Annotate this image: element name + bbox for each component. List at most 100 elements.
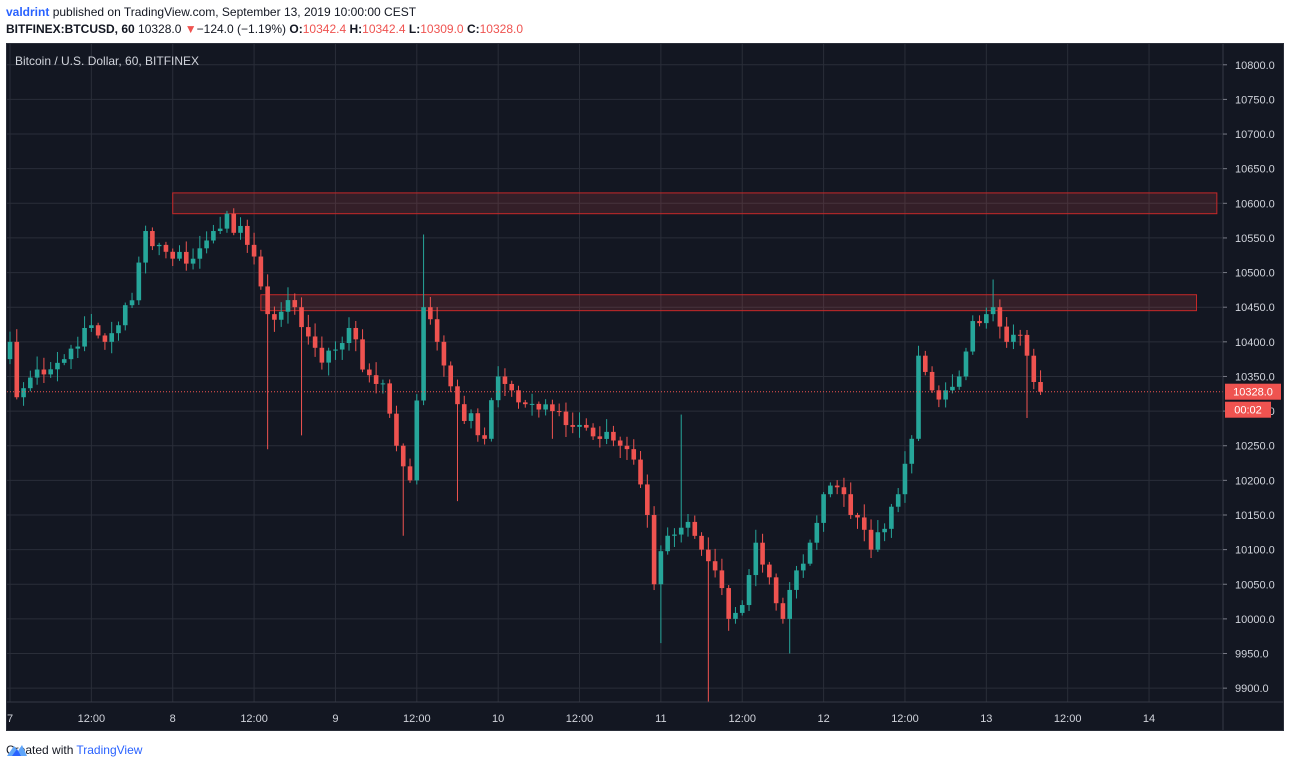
candle-body bbox=[129, 300, 135, 306]
candle-body bbox=[55, 362, 60, 370]
candle-body bbox=[170, 251, 176, 259]
price-tick-label: 10100.0 bbox=[1235, 545, 1275, 557]
candle-body bbox=[177, 251, 182, 259]
high-value: 10342.4 bbox=[362, 22, 406, 36]
open-value: 10342.4 bbox=[302, 22, 347, 36]
candle-body bbox=[889, 506, 894, 529]
candle-body bbox=[590, 427, 596, 437]
candle-body bbox=[828, 485, 833, 495]
candle-body bbox=[522, 402, 528, 405]
candle-body bbox=[448, 365, 453, 387]
candle-body bbox=[611, 431, 616, 441]
candle-body bbox=[794, 570, 799, 590]
time-tick-label: 12:00 bbox=[1054, 713, 1082, 725]
chart-area[interactable]: 9900.0 9950.0 10000.0 10050.0 10100.0 10150.0… bbox=[6, 43, 1284, 731]
countdown-tag bbox=[1225, 401, 1271, 418]
candle-body bbox=[902, 463, 908, 495]
open-label: O: bbox=[289, 22, 303, 36]
candle-body bbox=[353, 327, 359, 340]
candle-body bbox=[556, 411, 562, 413]
candle-body bbox=[882, 528, 887, 533]
candle-body bbox=[339, 343, 345, 350]
time-tick-label: 12:00 bbox=[566, 713, 594, 725]
high-label: H: bbox=[349, 22, 363, 36]
publish-info: valdrint published on TradingView.com, S… bbox=[6, 5, 416, 19]
candle-body bbox=[278, 311, 284, 320]
time-tick-label: 13 bbox=[980, 713, 992, 725]
tradingview-brand-link[interactable]: TradingView bbox=[76, 743, 143, 757]
candle-body bbox=[516, 390, 521, 403]
candle-body bbox=[428, 307, 433, 320]
candle-body bbox=[143, 231, 148, 263]
candle-body bbox=[617, 440, 623, 446]
candle-body bbox=[584, 424, 589, 428]
candle-body bbox=[990, 307, 996, 315]
candle-body bbox=[68, 348, 74, 360]
candle-body bbox=[116, 325, 121, 334]
time-tick-label: 12:00 bbox=[403, 713, 431, 725]
last-price: 10328.0 bbox=[138, 22, 182, 36]
candle-body bbox=[753, 542, 759, 576]
candle-body bbox=[75, 346, 81, 349]
candle-body bbox=[767, 564, 772, 578]
close-label: C: bbox=[466, 22, 480, 36]
candle-body bbox=[299, 307, 304, 328]
price-tick-label: 10200.0 bbox=[1235, 475, 1275, 487]
candle-body bbox=[821, 494, 826, 523]
candle-body bbox=[550, 404, 555, 412]
time-tick-label: 8 bbox=[170, 713, 176, 725]
time-tick-label: 11 bbox=[655, 713, 666, 725]
time-tick-label: 12:00 bbox=[891, 713, 919, 725]
time-tick-label: 12:00 bbox=[78, 713, 106, 725]
candle-body bbox=[509, 383, 515, 391]
price-tick-label: 10700.0 bbox=[1235, 129, 1275, 141]
candle-body bbox=[367, 369, 372, 376]
chart-title: Bitcoin / U.S. Dollar, 60, BITFINEX bbox=[15, 54, 199, 68]
candle-body bbox=[387, 383, 392, 414]
candle-body bbox=[306, 327, 311, 337]
candle-body bbox=[841, 487, 847, 495]
time-tick-label: 12:00 bbox=[728, 713, 756, 725]
candle-body bbox=[739, 605, 745, 613]
candle-body bbox=[102, 335, 108, 342]
low-label: L: bbox=[408, 22, 421, 36]
time-tick-label: 9 bbox=[332, 713, 338, 725]
candle-body bbox=[936, 390, 942, 400]
candle-body bbox=[414, 400, 420, 481]
candle-body bbox=[407, 466, 413, 481]
candle-body bbox=[190, 258, 196, 264]
down-arrow-icon: ▼ bbox=[184, 22, 197, 36]
candle-body bbox=[665, 535, 670, 552]
published-text: published on TradingView.com, September … bbox=[52, 5, 417, 19]
candle-body bbox=[211, 231, 216, 241]
candle-body bbox=[89, 325, 94, 328]
candle-body bbox=[285, 300, 291, 312]
symbol-info-bar: BITFINEX:BTCUSD, 60 10328.0 ▼−124.0 (−1.… bbox=[6, 22, 523, 36]
candle-body bbox=[984, 314, 989, 324]
candle-body bbox=[495, 376, 501, 401]
candle-body bbox=[122, 305, 128, 326]
candle-body bbox=[577, 424, 582, 427]
author-link[interactable]: valdrint bbox=[6, 5, 50, 19]
candle-body bbox=[570, 425, 576, 427]
candle-body bbox=[312, 336, 318, 348]
candle-body bbox=[258, 256, 264, 287]
candle-body bbox=[421, 307, 426, 401]
resistance-zone bbox=[172, 192, 1218, 215]
candle-body bbox=[360, 339, 365, 370]
grid-lines bbox=[7, 44, 1223, 702]
tradingview-logo-icon bbox=[7, 745, 27, 756]
symbol-label: BITFINEX:BTCUSD, 60 bbox=[6, 22, 135, 36]
price-chart[interactable]: 9900.0 9950.0 10000.0 10050.0 10100.0 10150.0… bbox=[7, 44, 1283, 730]
candle-body bbox=[875, 532, 881, 550]
candle-body bbox=[543, 404, 548, 410]
candle-body bbox=[672, 534, 677, 536]
current-price-label: 10328.0 bbox=[1233, 387, 1273, 399]
candle-body bbox=[773, 577, 779, 604]
candle-body bbox=[651, 514, 657, 585]
candle-body bbox=[95, 325, 101, 336]
candle-body bbox=[319, 347, 325, 363]
candle-body bbox=[746, 575, 752, 606]
candle-body bbox=[21, 388, 26, 398]
candle-body bbox=[245, 225, 250, 245]
